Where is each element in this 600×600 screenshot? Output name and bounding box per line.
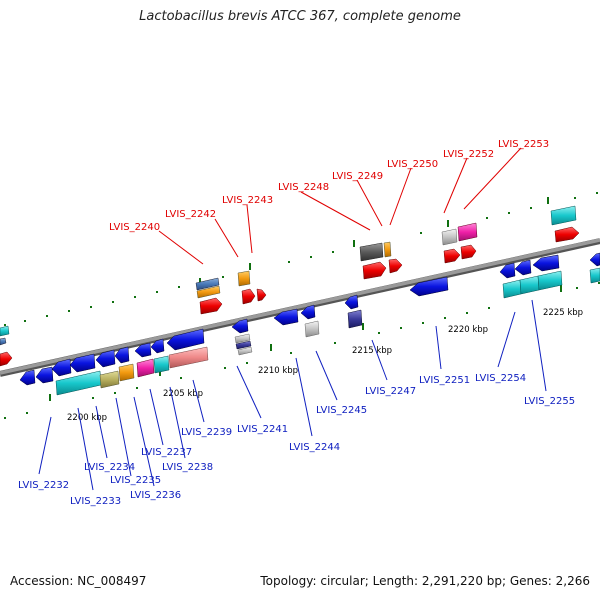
gene-feature[interactable] — [304, 320, 320, 338]
gene-feature[interactable] — [231, 318, 249, 334]
gene-label-bottom[interactable]: LVIS_2251 — [419, 375, 470, 386]
gene-feature[interactable] — [441, 228, 458, 246]
gene-feature[interactable] — [443, 248, 461, 264]
gene-feature[interactable] — [499, 262, 516, 279]
gene-feature[interactable] — [0, 337, 7, 346]
gene-feature[interactable] — [237, 270, 251, 287]
kbp-label: 2220 kbp — [448, 325, 488, 335]
gene-label-bottom[interactable]: LVIS_2236 — [130, 490, 181, 501]
topology-text: Topology: circular; Length: 2,291,220 bp… — [260, 574, 590, 588]
gene-feature[interactable] — [234, 333, 251, 344]
gene-feature[interactable] — [300, 304, 316, 320]
gene-label-top[interactable]: LVIS_2242 — [165, 209, 216, 220]
gene-label-bottom[interactable]: LVIS_2241 — [237, 424, 288, 435]
gene-feature[interactable] — [347, 309, 363, 329]
gene-feature[interactable] — [514, 259, 532, 276]
gene-label-top[interactable]: LVIS_2240 — [109, 222, 160, 233]
gene-feature[interactable] — [273, 308, 299, 326]
kbp-label: 2215 kbp — [352, 346, 392, 356]
gene-label-bottom[interactable]: LVIS_2235 — [110, 475, 161, 486]
gene-feature[interactable] — [0, 351, 13, 367]
gene-feature[interactable] — [589, 267, 600, 284]
gene-label-bottom[interactable]: LVIS_2238 — [162, 462, 213, 473]
gene-label-bottom[interactable]: LVIS_2245 — [316, 405, 367, 416]
kbp-label: 2210 kbp — [258, 366, 298, 376]
gene-feature[interactable] — [235, 340, 252, 350]
gene-feature[interactable] — [35, 366, 54, 384]
gene-label-bottom[interactable]: LVIS_2233 — [70, 496, 121, 507]
gene-feature[interactable] — [388, 258, 403, 274]
top-strand-genes — [0, 205, 580, 367]
gene-feature[interactable] — [554, 226, 580, 243]
gene-label-top[interactable]: LVIS_2243 — [222, 195, 273, 206]
gene-feature[interactable] — [134, 342, 152, 358]
bottom-strand-guide — [4, 282, 600, 419]
kbp-label: 2225 kbp — [543, 308, 583, 318]
gene-feature[interactable] — [118, 363, 135, 382]
top-leaders — [158, 147, 522, 265]
gene-feature[interactable] — [532, 254, 560, 272]
gene-feature[interactable] — [359, 242, 384, 262]
gene-feature[interactable] — [196, 285, 221, 299]
gene-feature[interactable] — [502, 279, 522, 299]
gene-label-bottom[interactable]: LVIS_2239 — [181, 427, 232, 438]
gene-feature[interactable] — [95, 349, 116, 368]
gene-feature[interactable] — [383, 241, 392, 258]
gene-feature[interactable] — [256, 288, 267, 302]
gene-feature[interactable] — [237, 346, 253, 356]
gene-feature[interactable] — [195, 277, 220, 291]
gene-feature[interactable] — [519, 275, 540, 295]
kbp-label: 2200 kbp — [67, 413, 107, 423]
gene-feature[interactable] — [460, 244, 477, 260]
gene-label-bottom[interactable]: LVIS_2232 — [18, 480, 69, 491]
map-title: Lactobacillus brevis ATCC 367, complete … — [139, 9, 461, 24]
gene-feature[interactable] — [168, 346, 209, 369]
gene-label-bottom[interactable]: LVIS_2234 — [84, 462, 135, 473]
gene-label-top[interactable]: LVIS_2249 — [332, 171, 383, 182]
gene-feature[interactable] — [457, 222, 478, 242]
gene-feature[interactable] — [150, 338, 165, 354]
bottom-strand-genes — [19, 252, 600, 396]
gene-feature[interactable] — [199, 297, 223, 315]
gene-feature[interactable] — [99, 370, 120, 389]
gene-feature[interactable] — [114, 346, 130, 364]
gene-feature[interactable] — [166, 328, 205, 351]
gene-label-top[interactable]: LVIS_2253 — [498, 139, 549, 150]
top-strand-guide — [4, 192, 598, 326]
kbp-label: 2205 kbp — [163, 389, 203, 399]
gene-feature[interactable] — [344, 294, 359, 310]
gene-feature[interactable] — [69, 353, 96, 373]
gene-feature[interactable] — [0, 325, 10, 337]
gene-feature[interactable] — [51, 358, 72, 377]
bottom-leaders — [38, 299, 547, 491]
accession-text: Accession: NC_008497 — [10, 574, 147, 588]
gene-label-top[interactable]: LVIS_2252 — [443, 149, 494, 160]
gene-feature[interactable] — [537, 270, 563, 291]
gene-label-bottom[interactable]: LVIS_2254 — [475, 373, 526, 384]
gene-feature[interactable] — [550, 205, 577, 226]
gene-label-bottom[interactable]: LVIS_2255 — [524, 396, 575, 407]
gene-feature[interactable] — [19, 369, 36, 386]
gene-label-top[interactable]: LVIS_2248 — [278, 182, 329, 193]
gene-label-top[interactable]: LVIS_2250 — [387, 159, 438, 170]
gene-feature[interactable] — [136, 358, 155, 378]
gene-feature[interactable] — [362, 261, 387, 280]
gene-label-bottom[interactable]: LVIS_2244 — [289, 442, 340, 453]
gene-feature[interactable] — [241, 288, 256, 305]
gene-feature[interactable] — [409, 276, 449, 297]
gene-label-bottom[interactable]: LVIS_2247 — [365, 386, 416, 397]
gene-label-bottom[interactable]: LVIS_2237 — [141, 447, 192, 458]
genome-backbone — [0, 238, 600, 375]
gene-feature[interactable] — [153, 355, 170, 374]
gene-feature[interactable] — [589, 252, 600, 267]
